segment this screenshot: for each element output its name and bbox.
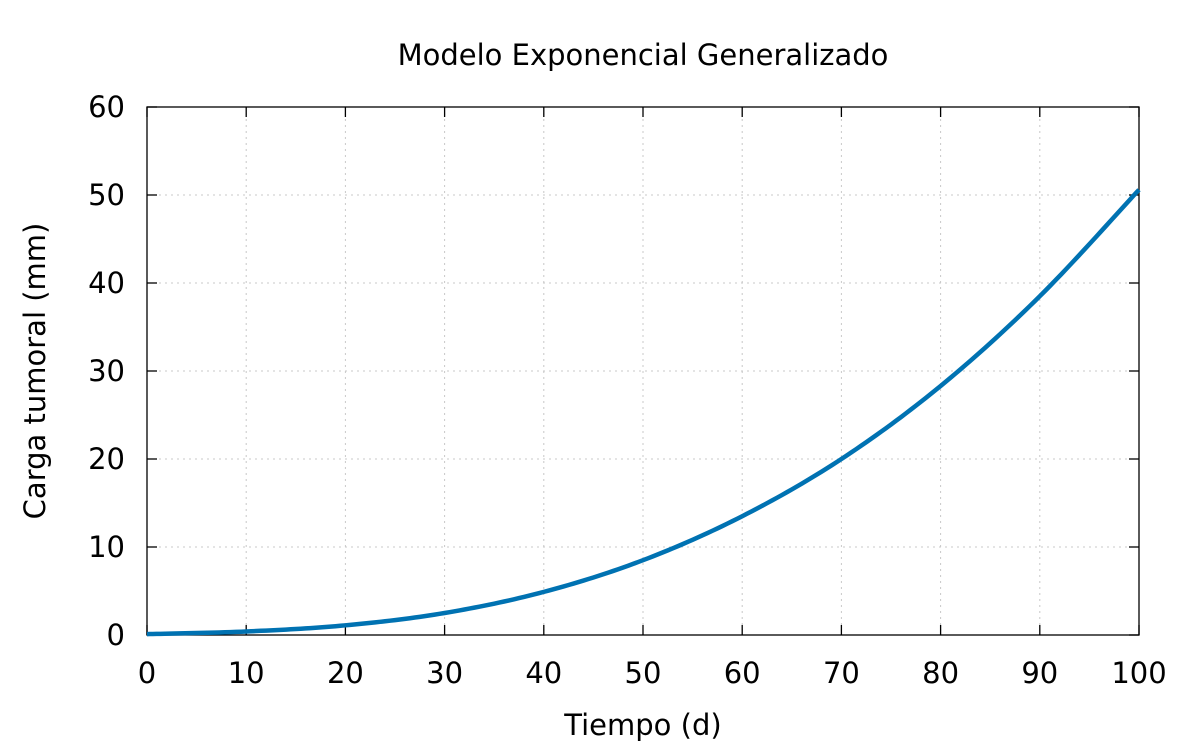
x-axis-label: Tiempo (d) [563,708,721,742]
y-tick-label: 60 [88,90,125,124]
x-tick-labels: 0 10 20 30 40 50 60 70 80 90 100 [138,656,1167,690]
x-tick-label: 0 [138,656,156,690]
x-tick-label: 20 [327,656,364,690]
x-tick-label: 30 [426,656,463,690]
y-tick-label: 40 [88,266,125,300]
x-tick-label: 10 [228,656,265,690]
y-tick-label: 10 [88,530,125,564]
y-tick-label: 0 [107,618,125,652]
y-tick-label: 20 [88,442,125,476]
x-tick-label: 80 [922,656,959,690]
y-axis-label: Carga tumoral (mm) [18,223,52,520]
chart-title: Modelo Exponencial Generalizado [398,38,889,72]
x-tick-label: 90 [1021,656,1058,690]
y-tick-label: 50 [88,178,125,212]
x-tick-label: 50 [625,656,662,690]
x-tick-label: 100 [1111,656,1166,690]
x-tick-label: 60 [724,656,761,690]
grid [147,107,1139,635]
tick-marks [146,106,1140,636]
x-tick-label: 70 [823,656,860,690]
x-tick-label: 40 [525,656,562,690]
y-tick-labels: 0 10 20 30 40 50 60 [88,90,125,652]
y-tick-label: 30 [88,354,125,388]
series-layer [146,188,1141,637]
series-line [146,188,1141,637]
